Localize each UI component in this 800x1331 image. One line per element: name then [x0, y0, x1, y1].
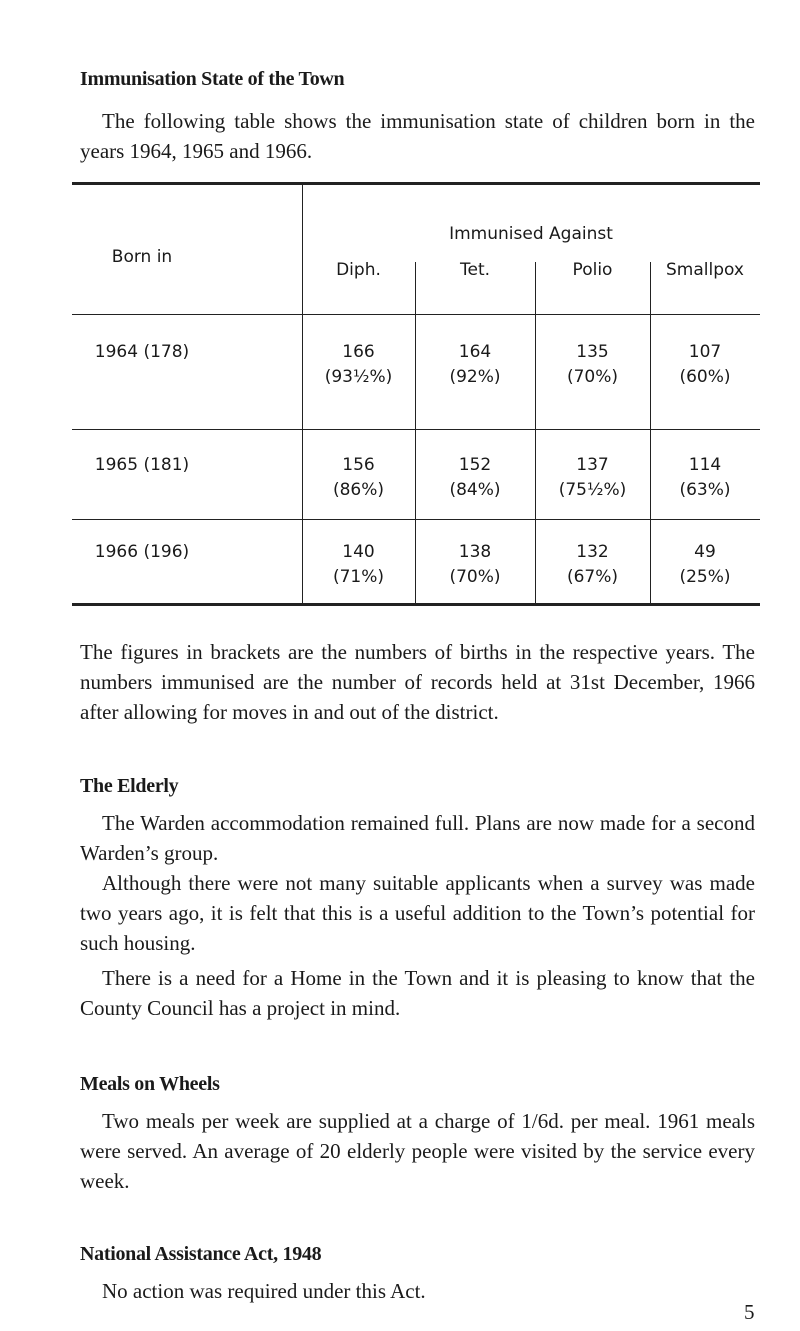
row-header: Born in	[111, 247, 173, 267]
cell: (63%)	[679, 480, 731, 500]
cell: 114	[688, 455, 722, 475]
column-header: Tet.	[459, 260, 491, 280]
cell: 107	[688, 342, 722, 362]
intro: The following table shows the immunisati…	[80, 109, 755, 163]
heading: Immunisation State of the Town	[80, 68, 345, 90]
row-label: 1965 (181)	[94, 455, 190, 475]
cell: 152	[458, 455, 492, 475]
cell: 166	[342, 342, 375, 362]
cell: 156	[342, 455, 375, 475]
rule	[72, 519, 760, 520]
cell: (70%)	[449, 567, 501, 587]
cell: (93½%)	[324, 367, 393, 387]
rule	[650, 262, 651, 605]
paragraph: Although there were not many suitable ap…	[80, 871, 755, 955]
paragraph: No action was required under this Act.	[102, 1279, 426, 1303]
cell: (25%)	[679, 567, 731, 587]
rule	[302, 183, 303, 605]
cell: (60%)	[679, 367, 731, 387]
section-title: National Assistance Act, 1948	[80, 1243, 322, 1265]
cell: 49	[694, 542, 716, 562]
rule	[72, 429, 760, 430]
section-title: Meals on Wheels	[80, 1073, 220, 1095]
cell: 137	[576, 455, 609, 475]
cell: (71%)	[332, 567, 385, 587]
rule	[415, 262, 416, 605]
cell: 140	[342, 542, 375, 562]
page-number: 5	[744, 1300, 755, 1324]
cell: (67%)	[566, 567, 619, 587]
row-label: 1966 (196)	[94, 542, 190, 562]
cell: 138	[458, 542, 492, 562]
rule	[535, 262, 536, 605]
rule	[72, 182, 760, 185]
paragraph: There is a need for a Home in the Town a…	[80, 966, 755, 1020]
rule	[72, 314, 760, 315]
table: Born in Immunised Against Diph. Tet. Polio…	[0, 0, 800, 620]
column-header: Smallpox	[666, 260, 744, 280]
section-title: The Elderly	[80, 775, 179, 797]
paragraph: Two meals per week are supplied at a cha…	[80, 1109, 755, 1193]
column-header: Diph.	[336, 260, 381, 280]
rule	[72, 603, 760, 606]
cell: (92%)	[449, 367, 501, 387]
cell: 164	[458, 342, 492, 362]
group-header: Immunised Against	[449, 224, 613, 244]
cell: 132	[576, 542, 609, 562]
cell: (70%)	[566, 367, 619, 387]
cell: (86%)	[332, 480, 385, 500]
cell: (75½%)	[558, 480, 627, 500]
column-header: Polio	[572, 260, 613, 280]
cell: 135	[576, 342, 609, 362]
row-label: 1964 (178)	[94, 342, 190, 362]
paragraph: The Warden accommodation remained full. …	[80, 811, 755, 865]
table-note: The figures in brackets are the numbers …	[80, 640, 755, 724]
cell: (84%)	[449, 480, 501, 500]
